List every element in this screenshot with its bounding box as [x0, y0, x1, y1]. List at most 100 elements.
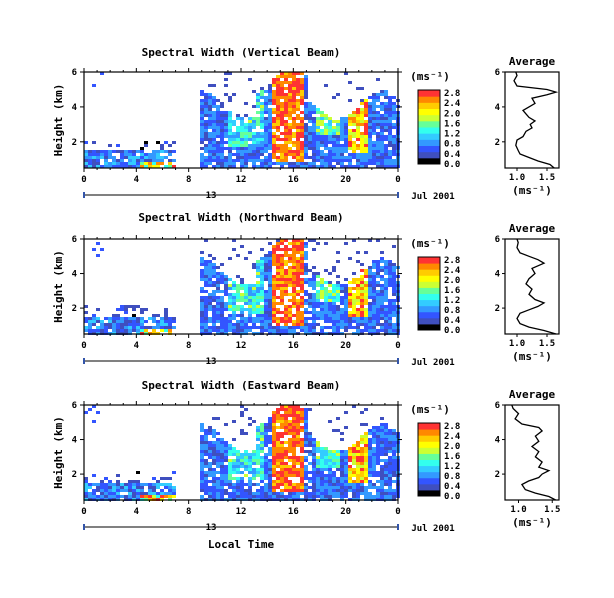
heatmap-cell [132, 320, 136, 323]
heatmap-cell [356, 165, 360, 168]
heatmap-cell [284, 126, 288, 129]
heatmap-cell [144, 483, 148, 486]
heatmap-cell [200, 132, 204, 135]
heatmap-cell [380, 417, 384, 420]
heatmap-cell [348, 141, 352, 144]
heatmap-cell [244, 299, 248, 302]
heatmap-cell [376, 296, 380, 299]
heatmap-cell [252, 162, 256, 165]
heatmap-cell [336, 326, 340, 329]
heatmap-cell [336, 323, 340, 326]
heatmap-cell [236, 492, 240, 495]
heatmap-cell [292, 417, 296, 420]
heatmap-cell [228, 153, 232, 156]
heatmap-cell [304, 102, 308, 105]
heatmap-cell [368, 456, 372, 459]
heatmap-cell [340, 492, 344, 495]
heatmap-cell [384, 462, 388, 465]
heatmap-cell [376, 272, 380, 275]
heatmap-cell [232, 462, 236, 465]
heatmap-cell [204, 477, 208, 480]
heatmap-cell [252, 150, 256, 153]
colorbar-tick-label: 0.0 [444, 160, 460, 170]
heatmap-cell [268, 269, 272, 272]
heatmap-cell [228, 159, 232, 162]
heatmap-cell [368, 450, 372, 453]
heatmap-cell [380, 317, 384, 320]
heatmap-cell [236, 450, 240, 453]
heatmap-cell [256, 263, 260, 266]
heatmap-cell [384, 117, 388, 120]
heatmap-cell [292, 84, 296, 87]
heatmap-cell [380, 251, 384, 254]
heatmap-cell [252, 308, 256, 311]
heatmap-cell [256, 117, 260, 120]
x-tick-label: 8 [186, 341, 191, 351]
heatmap-cell [264, 272, 268, 275]
heatmap-cell [368, 468, 372, 471]
heatmap-cell [320, 159, 324, 162]
heatmap-cell [280, 123, 284, 126]
heatmap-cell [256, 317, 260, 320]
heatmap-cell [228, 96, 232, 99]
heatmap-cell [92, 474, 96, 477]
heatmap-cell [236, 329, 240, 332]
heatmap-cell [252, 138, 256, 141]
heatmap-cell [220, 456, 224, 459]
heatmap-cell [164, 323, 168, 326]
heatmap-cell [368, 147, 372, 150]
heatmap-cell [164, 308, 168, 311]
heatmap-cell [212, 99, 216, 102]
heatmap-cell [152, 150, 156, 153]
heatmap-cell [136, 329, 140, 332]
heatmap-cell [204, 99, 208, 102]
heatmap-cell [168, 323, 172, 326]
heatmap-cell [388, 299, 392, 302]
heatmap-cell [372, 323, 376, 326]
heatmap-cell [312, 471, 316, 474]
heatmap-cell [364, 120, 368, 123]
heatmap-cell [368, 275, 372, 278]
heatmap-cell [388, 471, 392, 474]
heatmap-cell [168, 320, 172, 323]
heatmap-cell [292, 329, 296, 332]
heatmap-cell [388, 450, 392, 453]
heatmap-cell [156, 323, 160, 326]
heatmap-cell [288, 447, 292, 450]
heatmap-cell [312, 459, 316, 462]
heatmap-cell [300, 302, 304, 305]
heatmap-cell [244, 492, 248, 495]
heatmap-cell [320, 465, 324, 468]
heatmap-cell [216, 135, 220, 138]
heatmap-cell [292, 438, 296, 441]
heatmap-cell [280, 263, 284, 266]
colorbar-segment [418, 96, 440, 103]
heatmap-cell [272, 257, 276, 260]
heatmap-cell [168, 489, 172, 492]
heatmap-cell [276, 450, 280, 453]
heatmap-cell [384, 147, 388, 150]
heatmap-cell [240, 123, 244, 126]
heatmap-cell [276, 471, 280, 474]
heatmap-cell [208, 260, 212, 263]
heatmap-cell [264, 302, 268, 305]
heatmap-cell [296, 326, 300, 329]
heatmap-cell [340, 135, 344, 138]
heatmap-cell [204, 156, 208, 159]
heatmap-cell [280, 483, 284, 486]
heatmap-cell [388, 438, 392, 441]
heatmap-cell [148, 156, 152, 159]
heatmap-cell [308, 444, 312, 447]
heatmap-cell [348, 257, 352, 260]
heatmap-cell [384, 450, 388, 453]
heatmap-cell [372, 156, 376, 159]
heatmap-cell [232, 147, 236, 150]
heatmap-cell [240, 159, 244, 162]
heatmap-cell [352, 450, 356, 453]
heatmap-cell [296, 272, 300, 275]
heatmap-cell [340, 480, 344, 483]
heatmap-cell [288, 405, 292, 408]
average-frame [504, 71, 560, 169]
heatmap-cell [300, 420, 304, 423]
heatmap-cell [332, 156, 336, 159]
